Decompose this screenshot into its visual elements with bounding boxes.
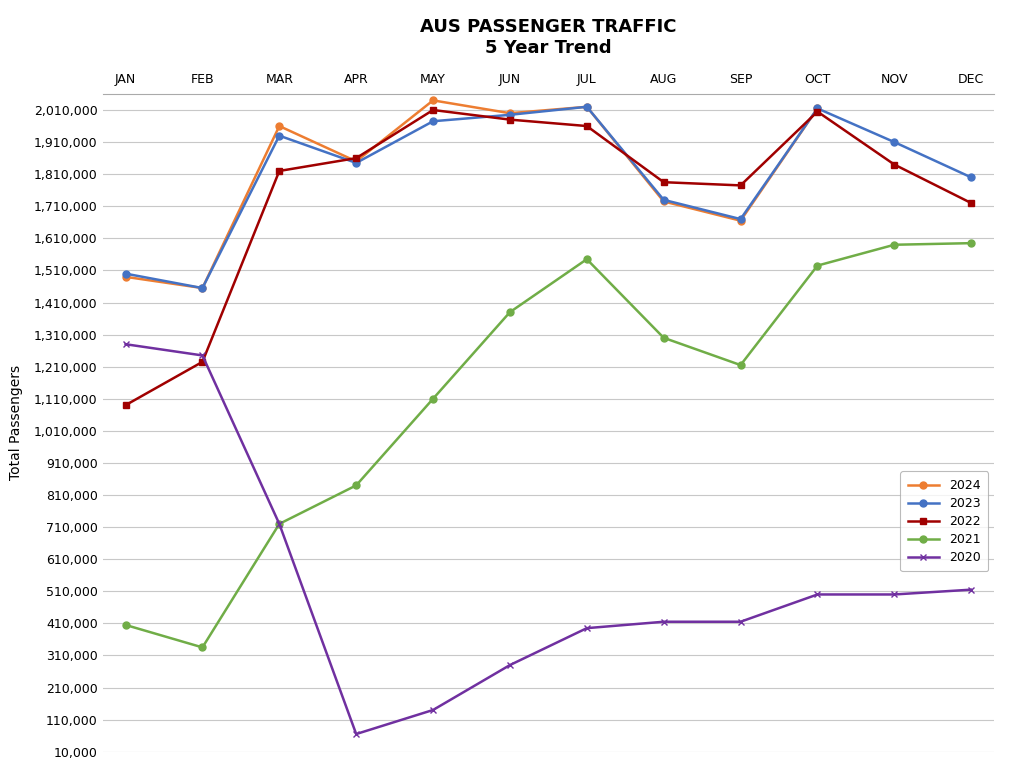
2020 bbox=[888, 590, 900, 599]
2023 bbox=[734, 215, 746, 224]
2020 bbox=[426, 705, 439, 715]
2023 bbox=[119, 269, 131, 278]
2021 bbox=[426, 394, 439, 403]
2024 bbox=[119, 272, 131, 282]
2024 bbox=[503, 109, 516, 118]
2021 bbox=[965, 239, 977, 248]
2020 bbox=[580, 623, 592, 633]
Line: 2021: 2021 bbox=[122, 240, 975, 651]
2023 bbox=[273, 131, 285, 140]
2023 bbox=[888, 137, 900, 146]
2024 bbox=[580, 102, 592, 111]
2021 bbox=[888, 240, 900, 250]
2020 bbox=[811, 590, 823, 599]
2020 bbox=[503, 660, 516, 669]
2024 bbox=[350, 157, 362, 166]
2023 bbox=[503, 110, 516, 120]
2021 bbox=[197, 643, 209, 652]
2023 bbox=[811, 103, 823, 113]
2022 bbox=[965, 198, 977, 207]
Line: 2022: 2022 bbox=[122, 106, 975, 409]
2022 bbox=[350, 153, 362, 163]
2024 bbox=[734, 216, 746, 226]
2022 bbox=[426, 105, 439, 114]
2020 bbox=[965, 585, 977, 594]
2020 bbox=[734, 617, 746, 626]
Line: 2020: 2020 bbox=[122, 341, 975, 738]
2023 bbox=[350, 158, 362, 168]
2021 bbox=[350, 481, 362, 490]
2022 bbox=[119, 400, 131, 410]
2021 bbox=[657, 333, 669, 342]
2023 bbox=[657, 195, 669, 204]
2021 bbox=[119, 620, 131, 630]
2022 bbox=[580, 121, 592, 131]
2022 bbox=[197, 357, 209, 366]
2023 bbox=[197, 283, 209, 293]
2020 bbox=[119, 340, 131, 349]
2020 bbox=[657, 617, 669, 626]
2021 bbox=[580, 254, 592, 264]
2021 bbox=[503, 308, 516, 317]
2022 bbox=[734, 181, 746, 190]
Legend: 2024, 2023, 2022, 2021, 2020: 2024, 2023, 2022, 2021, 2020 bbox=[900, 471, 988, 572]
2022 bbox=[273, 166, 285, 175]
Line: 2024: 2024 bbox=[122, 97, 821, 291]
2023 bbox=[426, 117, 439, 126]
2024 bbox=[811, 103, 823, 113]
2020 bbox=[197, 351, 209, 360]
2021 bbox=[273, 519, 285, 529]
Title: AUS PASSENGER TRAFFIC
5 Year Trend: AUS PASSENGER TRAFFIC 5 Year Trend bbox=[420, 18, 676, 57]
2024 bbox=[273, 121, 285, 131]
2024 bbox=[426, 96, 439, 105]
2024 bbox=[197, 283, 209, 293]
Line: 2023: 2023 bbox=[122, 103, 975, 291]
2024 bbox=[657, 197, 669, 206]
2020 bbox=[350, 729, 362, 738]
2021 bbox=[734, 360, 746, 370]
2022 bbox=[888, 160, 900, 169]
2021 bbox=[811, 261, 823, 270]
2022 bbox=[657, 178, 669, 187]
Y-axis label: Total Passengers: Total Passengers bbox=[9, 365, 23, 481]
2022 bbox=[811, 107, 823, 117]
2023 bbox=[965, 173, 977, 182]
2022 bbox=[503, 115, 516, 124]
2020 bbox=[273, 519, 285, 529]
2023 bbox=[580, 102, 592, 111]
